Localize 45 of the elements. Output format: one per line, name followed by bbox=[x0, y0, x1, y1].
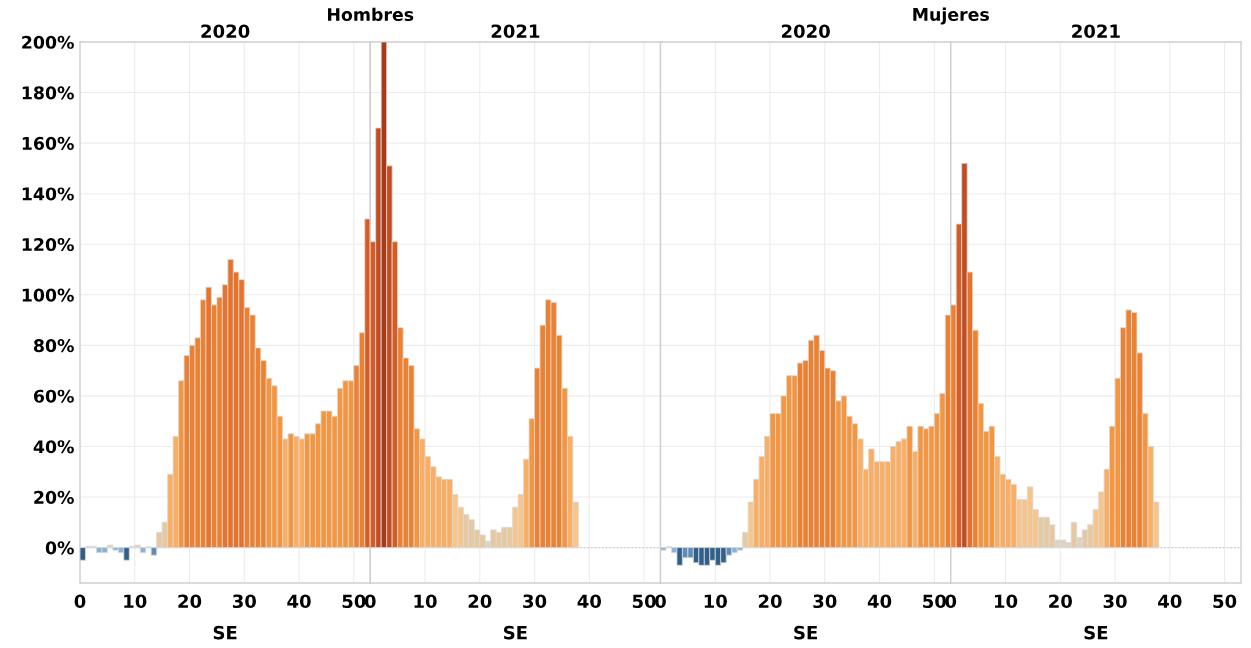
y-tick-label: 160% bbox=[22, 136, 74, 150]
x-tick-label: 30 bbox=[813, 594, 837, 609]
x-tick-label: 50 bbox=[923, 594, 947, 609]
chart-subtitle: 2020 bbox=[201, 24, 250, 39]
y-tick-label: 40% bbox=[33, 440, 74, 454]
x-tick-label: 10 bbox=[994, 594, 1018, 609]
x-tick-label: 20 bbox=[468, 594, 492, 609]
chart-title: Mujeres bbox=[913, 7, 989, 25]
y-tick-label: 120% bbox=[22, 237, 74, 252]
y-tick-label: 20% bbox=[34, 490, 74, 504]
x-tick-label: 20 bbox=[178, 594, 202, 609]
x-tick-label: 30 bbox=[523, 594, 547, 609]
x-tick-label: 50 bbox=[632, 594, 656, 609]
y-tick-label: 100% bbox=[22, 288, 74, 302]
x-tick-label: 40 bbox=[867, 594, 892, 609]
x-tick-label: 50 bbox=[1213, 594, 1237, 609]
x-tick-label: 0 bbox=[74, 594, 86, 609]
x-tick-label: 10 bbox=[414, 594, 437, 609]
chart-subtitle: 2021 bbox=[1072, 24, 1120, 39]
x-tick-label: 20 bbox=[758, 594, 782, 609]
x-tick-label: 50 bbox=[342, 594, 366, 609]
x-axis-title: SE bbox=[504, 625, 527, 640]
y-tick-label: 140% bbox=[22, 187, 74, 201]
chart-subtitle: 2020 bbox=[781, 24, 830, 39]
chart-subtitle: 2021 bbox=[491, 24, 540, 39]
y-tick-label: 80% bbox=[33, 339, 74, 353]
x-tick-label: 0 bbox=[945, 594, 957, 609]
x-tick-label: 40 bbox=[577, 594, 602, 609]
x-tick-label: 40 bbox=[1158, 594, 1182, 609]
x-axis-title: SE bbox=[1084, 625, 1108, 640]
x-tick-label: 0 bbox=[364, 594, 376, 609]
x-axis-title: SE bbox=[213, 625, 237, 640]
x-tick-label: 10 bbox=[704, 594, 727, 609]
x-tick-label: 20 bbox=[1049, 594, 1072, 609]
x-tick-label: 0 bbox=[655, 594, 666, 609]
x-tick-label: 10 bbox=[124, 594, 147, 609]
y-tick-label: 180% bbox=[22, 86, 74, 100]
x-tick-label: 30 bbox=[232, 594, 256, 609]
y-tick-label: 60% bbox=[33, 389, 74, 403]
x-axis-title: SE bbox=[794, 625, 817, 640]
chart-title: Hombres bbox=[328, 7, 414, 22]
x-tick-label: 30 bbox=[1103, 594, 1127, 609]
y-tick-label: 0% bbox=[45, 541, 74, 555]
y-tick-label: 200% bbox=[22, 35, 74, 49]
x-tick-label: 40 bbox=[287, 594, 311, 609]
